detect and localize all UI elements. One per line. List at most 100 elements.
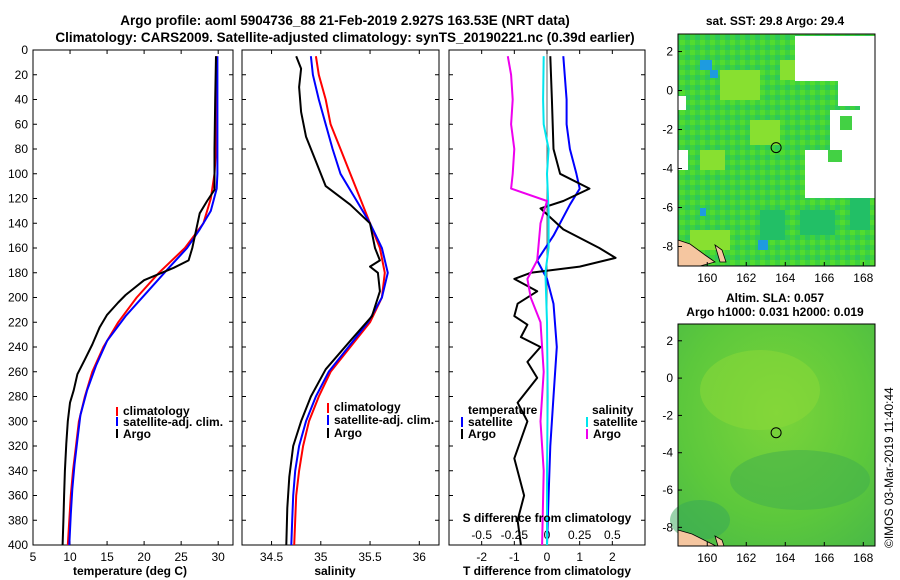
depth-tick-label: 0 [21, 43, 28, 57]
series-climatology [66, 56, 218, 546]
depth-tick-label: 260 [8, 365, 28, 379]
imos-watermark: ©IMOS 03-Mar-2019 11:40:44 [882, 387, 896, 548]
depth-tick-label: 120 [8, 192, 28, 206]
legend-label-climatology: climatology [334, 400, 401, 414]
legend-label-t-argo: Argo [468, 427, 496, 441]
depth-tick-label: 400 [8, 538, 28, 552]
sst-greenish-blocks [828, 116, 852, 162]
salinity-panel: 34.5 35 35.5 36 [260, 50, 426, 564]
legend-label-sat-clim: satellite-adj. clim. [334, 413, 434, 427]
depth-tick-label: 80 [15, 142, 29, 156]
salinity-axes [241, 49, 440, 546]
series-satellite-adj-clim- [290, 56, 389, 546]
x-tick-label: -1 [509, 550, 520, 564]
sla-map [670, 323, 876, 547]
sst-argo-marker [770, 142, 782, 154]
x-tick-label: 15 [100, 550, 114, 564]
sla-map-axes: 160 162 164 166 168 2 0 -2 -4 -6 -8 [662, 334, 873, 565]
depth-tick-label: 240 [8, 340, 28, 354]
temperature-panel: 5 10 15 20 25 30 [30, 50, 226, 564]
lat-tick-label: -2 [662, 123, 673, 137]
x-tick-label: 2 [609, 550, 616, 564]
lat-tick-label: 2 [666, 45, 673, 59]
legend-label-sat-clim: satellite-adj. clim. [123, 415, 223, 429]
s-diff-tick-label: 0.25 [568, 528, 592, 542]
difference-panel: -2 -1 0 1 2-0.5 -0.25 0 0.25 0.5 [471, 50, 621, 564]
lat-tick-label: -8 [662, 520, 673, 534]
s-diff-tick-label: 0.5 [604, 528, 621, 542]
series-climatology [293, 56, 386, 546]
legend-header-salinity: salinity [592, 403, 634, 417]
lat-tick-label: -8 [662, 240, 673, 254]
sla-argo-marker [770, 427, 782, 439]
figure-title-line2: Climatology: CARS2009. Satellite-adjuste… [55, 30, 634, 45]
sst-map [677, 33, 876, 267]
s-diff-tick-label: -0.25 [501, 528, 529, 542]
sst-island [714, 244, 727, 263]
depth-axis: 0 20 40 60 80 100 120 140 160 180 200 220 240 260 280 3… [8, 43, 645, 552]
lat-tick-label: 2 [666, 334, 673, 348]
x-tick-label: 35 [314, 550, 328, 564]
legend-label-argo: Argo [334, 426, 362, 440]
depth-tick-label: 60 [15, 117, 29, 131]
lat-tick-label: 0 [666, 84, 673, 98]
sla-high-anomaly [700, 350, 820, 430]
s-diff-tick-label: -0.5 [471, 528, 492, 542]
sst-cool-patches [760, 190, 870, 240]
series-satellite-adj-clim- [68, 56, 219, 546]
series-salinity-satellite [542, 56, 550, 545]
lon-tick-label: 166 [814, 271, 834, 285]
lon-tick-label: 160 [697, 551, 717, 565]
lon-tick-label: 164 [775, 551, 795, 565]
depth-tick-label: 280 [8, 390, 28, 404]
depth-tick-label: 40 [15, 93, 29, 107]
x-tick-label: 10 [63, 550, 77, 564]
sst-map-title: sat. SST: 29.8 Argo: 29.4 [706, 14, 845, 28]
salinity-xlabel: salinity [314, 564, 356, 578]
x-tick-label: 5 [30, 550, 37, 564]
depth-tick-label: 300 [8, 414, 28, 428]
depth-tick-label: 180 [8, 266, 28, 280]
lat-tick-label: 0 [666, 371, 673, 385]
depth-tick-label: 200 [8, 291, 28, 305]
figure-title-line1: Argo profile: aoml 5904736_88 21-Feb-201… [120, 13, 569, 28]
lon-tick-label: 166 [814, 551, 834, 565]
depth-tick-label: 20 [15, 68, 29, 82]
temperature-axes [32, 49, 234, 546]
lon-tick-label: 160 [697, 271, 717, 285]
temperature-xlabel: temperature (deg C) [73, 564, 187, 578]
lat-tick-label: -4 [662, 446, 673, 460]
legend-label-s-satellite: satellite [593, 415, 638, 429]
series-temperature-satellite [536, 56, 581, 546]
difference-top-xlabel: S difference from climatology [463, 511, 632, 525]
depth-tick-label: 140 [8, 216, 28, 230]
x-tick-label: 34.5 [260, 550, 284, 564]
x-tick-label: 30 [212, 550, 226, 564]
lon-tick-label: 168 [853, 271, 873, 285]
sst-warm-patches [690, 60, 810, 250]
legend-header-temperature: temperature [468, 403, 538, 417]
sla-low-anomaly [730, 450, 870, 510]
x-tick-label: 25 [174, 550, 188, 564]
salinity-legend: climatology satellite-adj. clim. Argo [327, 400, 434, 440]
sla-low-anomaly [670, 500, 730, 540]
lon-tick-label: 168 [853, 551, 873, 565]
x-tick-label: 36 [413, 550, 427, 564]
lat-tick-label: -2 [662, 408, 673, 422]
sla-map-frame [677, 323, 876, 547]
depth-tick-label: 360 [8, 489, 28, 503]
lon-tick-label: 162 [736, 551, 756, 565]
depth-tick-label: 340 [8, 464, 28, 478]
series-temperature-argo [513, 56, 617, 546]
legend-label-s-argo: Argo [593, 427, 621, 441]
legend-label-t-satellite: satellite [468, 415, 513, 429]
sst-no-data [678, 36, 875, 198]
lat-tick-label: -6 [662, 483, 673, 497]
depth-tick-label: 100 [8, 167, 28, 181]
sst-map-axes: 160 162 164 166 168 2 0 -2 -4 -6 -8 [662, 45, 873, 285]
x-tick-label: 20 [137, 550, 151, 564]
series-salinity-argo [506, 56, 548, 546]
x-tick-label: 35.5 [358, 550, 382, 564]
sst-cold-patches [700, 60, 768, 250]
